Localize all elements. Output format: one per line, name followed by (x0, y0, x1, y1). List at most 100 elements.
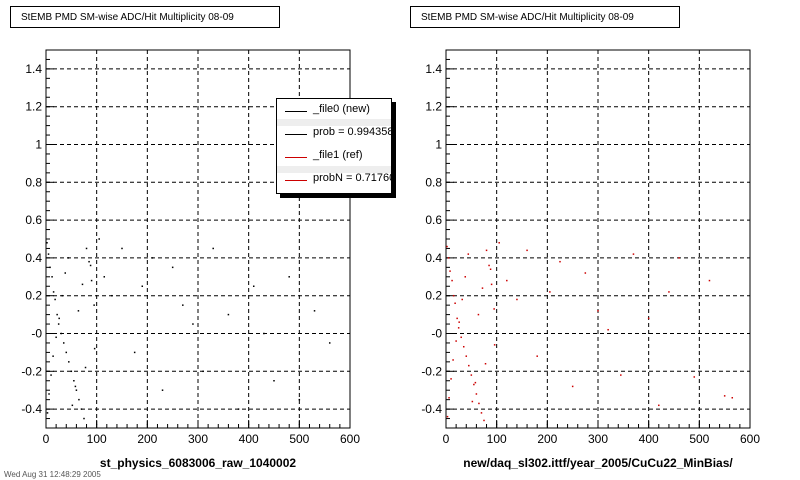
data-point (50, 374, 52, 376)
x-tick-label: 600 (740, 432, 760, 446)
data-point (488, 264, 490, 267)
data-point (46, 412, 49, 414)
data-point (446, 415, 449, 418)
x-tick-label: 600 (340, 432, 360, 446)
data-point (456, 317, 458, 320)
footer-timestamp: Wed Aug 31 12:48:29 2005 (4, 470, 101, 479)
data-point (474, 381, 477, 384)
x-tick-label: 500 (289, 432, 309, 446)
data-point (468, 364, 470, 367)
right-plot-title: StEMB PMD SM-wise ADC/Hit Multiplicity 0… (410, 6, 680, 28)
x-tick-label: 400 (239, 432, 259, 446)
y-tick-label: 0.2 (25, 289, 42, 303)
data-point (313, 310, 316, 312)
data-point (81, 283, 84, 286)
data-point (559, 260, 561, 263)
data-point (103, 276, 106, 278)
data-point (668, 291, 670, 293)
x-tick-label: 100 (87, 432, 107, 446)
data-point (64, 272, 67, 274)
data-point (52, 355, 54, 357)
data-point (477, 313, 480, 316)
data-point (89, 264, 92, 267)
data-point (483, 419, 485, 422)
data-point (121, 247, 123, 250)
x-tick-label: 300 (188, 432, 208, 446)
data-point (448, 397, 450, 399)
data-point (212, 247, 214, 250)
y-tick-label: 1 (35, 138, 42, 152)
data-point (77, 310, 80, 312)
data-point (93, 347, 96, 350)
data-point (80, 408, 83, 410)
data-point (708, 279, 711, 282)
data-point (98, 238, 100, 240)
data-point (493, 308, 495, 310)
data-point (56, 313, 58, 316)
right-x-axis-label: new/daq_sl302.ittf/year_2005/CuCu22_MinB… (463, 456, 733, 470)
data-point (498, 242, 500, 244)
legend-band (277, 119, 391, 126)
data-point (475, 393, 478, 395)
data-point (83, 417, 85, 420)
data-point (55, 336, 57, 339)
legend-line-icon (285, 111, 307, 112)
data-point (597, 310, 599, 312)
legend-box: _file0 (new) prob = 0.994358 _file1 (ref… (276, 98, 392, 194)
data-point (192, 323, 194, 325)
data-point (237, 408, 240, 410)
data-point (75, 389, 78, 391)
data-point (68, 361, 70, 363)
data-point (182, 304, 184, 306)
legend-line-icon (285, 157, 307, 158)
data-point (67, 257, 70, 259)
legend-entry-label: prob = 0.994358 (313, 126, 392, 138)
data-point (51, 276, 53, 278)
data-point (607, 328, 609, 331)
data-point (451, 279, 453, 282)
y-tick-label: 1.4 (25, 62, 42, 76)
data-point (470, 374, 473, 376)
data-point (536, 355, 538, 357)
y-tick-label: 1.2 (425, 100, 442, 114)
right-plot-pad: StEMB PMD SM-wise ADC/Hit Multiplicity 0… (400, 0, 800, 480)
data-point (481, 287, 484, 289)
y-tick-label: -0.4 (421, 402, 442, 416)
data-point (328, 342, 331, 344)
x-tick-label: 0 (43, 432, 50, 446)
x-tick-label: 300 (588, 432, 608, 446)
data-point (549, 291, 551, 293)
data-point (460, 336, 462, 339)
data-point (485, 249, 488, 252)
data-point (506, 279, 508, 282)
data-point (484, 362, 487, 365)
legend-entry-label: _file0 (new) (313, 103, 370, 115)
y-tick-label: -0 (431, 327, 442, 341)
data-point (84, 366, 87, 369)
data-point (90, 279, 93, 282)
data-point (70, 370, 73, 373)
data-point (62, 342, 65, 344)
y-tick-label: 0.6 (425, 213, 442, 227)
data-point (462, 345, 465, 348)
y-tick-label: -0.4 (21, 402, 42, 416)
data-point (473, 383, 475, 386)
y-tick-label: -0.2 (421, 364, 442, 378)
data-point (52, 291, 55, 293)
data-point (133, 351, 136, 354)
data-point (202, 370, 204, 373)
data-point (447, 257, 450, 259)
legend-line-icon (285, 180, 307, 181)
data-point (457, 327, 460, 329)
right-scatter-plot: 0 100 200 300 400 500 600 -0.4 -0.2 -0 0.2 0.4 0.6 0.… (421, 49, 760, 446)
legend-entry-probn: probN = 0.717602 (277, 169, 391, 189)
data-point (458, 321, 460, 323)
data-point (446, 245, 448, 248)
data-point (47, 253, 50, 255)
y-tick-label: 0.8 (25, 175, 42, 189)
data-point (58, 317, 60, 320)
data-point (227, 313, 230, 316)
data-point (49, 266, 51, 269)
y-tick-label: 1 (435, 138, 442, 152)
data-point (678, 257, 680, 259)
